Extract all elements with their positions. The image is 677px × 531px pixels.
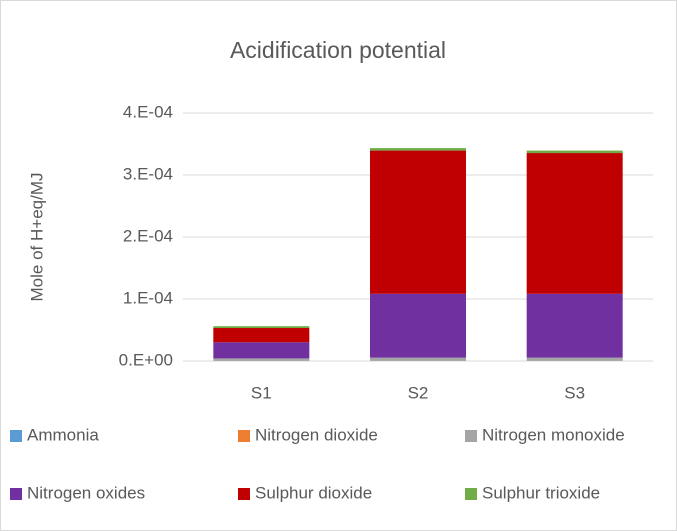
legend-swatch — [238, 488, 250, 500]
bar-segment — [370, 150, 466, 294]
bar-segment — [213, 358, 310, 361]
bar-segment — [370, 357, 466, 361]
y-tick-label: 1.E-04 — [123, 288, 173, 307]
x-tick-label: S3 — [564, 383, 585, 402]
y-tick-label: 2.E-04 — [123, 226, 173, 245]
bar-segment — [370, 293, 466, 358]
legend-label: Sulphur trioxide — [482, 483, 600, 502]
legend-swatch — [10, 430, 22, 442]
legend-label: Nitrogen dioxide — [255, 425, 378, 444]
x-tick-label: S2 — [408, 383, 429, 402]
y-tick-label: 0.E+00 — [119, 350, 173, 369]
bar-segment — [526, 153, 623, 294]
legend-label: Nitrogen monoxide — [482, 425, 625, 444]
legend-swatch — [465, 430, 477, 442]
legend-swatch — [238, 430, 250, 442]
bar-segment — [213, 326, 310, 329]
y-tick-label: 4.E-04 — [123, 102, 173, 121]
bar-segment — [370, 148, 466, 151]
bar-segment — [526, 357, 623, 361]
x-tick-label: S1 — [251, 383, 272, 402]
bar-segment — [213, 328, 310, 343]
legend-label: Nitrogen oxides — [27, 483, 145, 502]
bar-segment — [526, 150, 623, 154]
legend-swatch — [465, 488, 477, 500]
y-axis-label: Mole of H+eq/MJ — [27, 173, 46, 302]
y-tick-label: 3.E-04 — [123, 164, 173, 183]
chart-title: Acidification potential — [230, 37, 446, 63]
legend-swatch — [10, 488, 22, 500]
bar-segment — [526, 293, 623, 358]
bar-segment — [213, 342, 310, 359]
legend-label: Sulphur dioxide — [255, 483, 372, 502]
legend-label: Ammonia — [27, 425, 99, 444]
